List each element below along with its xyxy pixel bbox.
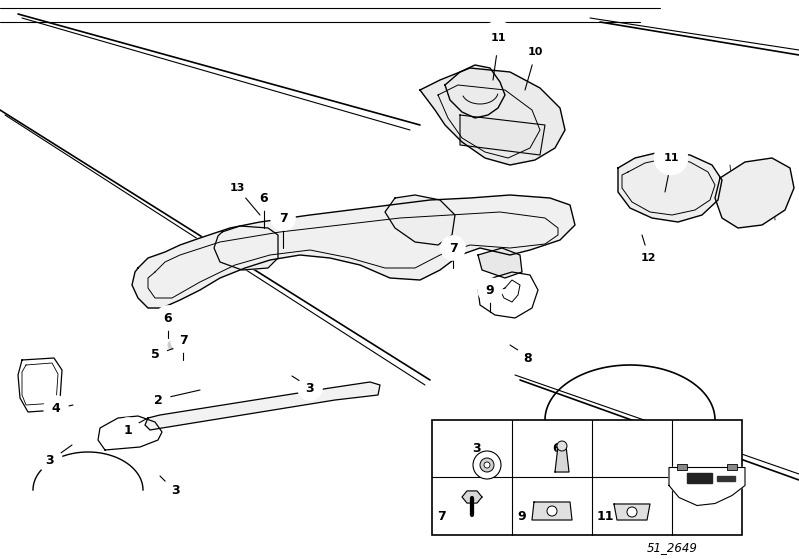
Circle shape [627, 507, 637, 517]
Circle shape [146, 388, 170, 412]
Circle shape [480, 458, 494, 472]
Text: 7: 7 [437, 510, 446, 523]
Circle shape [523, 40, 547, 64]
Polygon shape [717, 476, 735, 481]
Polygon shape [618, 152, 722, 222]
Polygon shape [669, 467, 745, 505]
Circle shape [636, 246, 660, 270]
Text: 11: 11 [491, 33, 506, 43]
Circle shape [163, 478, 187, 502]
Polygon shape [385, 195, 455, 245]
Polygon shape [98, 416, 162, 450]
Circle shape [516, 346, 540, 370]
Text: 51_2649: 51_2649 [646, 542, 698, 555]
Circle shape [473, 451, 501, 479]
Text: 3: 3 [171, 484, 179, 496]
Polygon shape [18, 358, 62, 412]
Polygon shape [478, 272, 538, 318]
Circle shape [143, 343, 167, 367]
Text: 11: 11 [597, 510, 614, 523]
Circle shape [44, 396, 68, 420]
Circle shape [116, 418, 140, 442]
Text: 12: 12 [640, 253, 656, 263]
Text: 4: 4 [52, 401, 61, 415]
Polygon shape [460, 115, 545, 155]
Circle shape [441, 236, 465, 260]
Text: 5: 5 [151, 348, 159, 362]
Text: 2: 2 [153, 394, 162, 406]
Circle shape [38, 448, 62, 472]
Text: 10: 10 [527, 47, 543, 57]
Polygon shape [478, 248, 522, 278]
Text: 13: 13 [229, 183, 244, 193]
Circle shape [658, 145, 684, 171]
Circle shape [478, 278, 502, 302]
Polygon shape [555, 446, 569, 472]
Polygon shape [214, 226, 278, 270]
Polygon shape [687, 472, 712, 482]
Text: 7: 7 [179, 334, 188, 347]
Circle shape [168, 341, 176, 349]
Circle shape [654, 141, 687, 174]
Circle shape [271, 206, 295, 230]
Circle shape [156, 306, 180, 330]
Text: 9: 9 [486, 283, 495, 296]
Circle shape [252, 186, 276, 210]
Bar [727, 463, 737, 470]
Circle shape [547, 506, 557, 516]
Circle shape [171, 328, 195, 352]
Text: 6: 6 [552, 442, 561, 454]
Circle shape [484, 462, 490, 468]
Bar [677, 463, 687, 470]
Polygon shape [532, 502, 572, 520]
Text: 1: 1 [124, 424, 133, 437]
Text: 8: 8 [523, 352, 532, 364]
Circle shape [225, 176, 249, 200]
Text: 3: 3 [472, 442, 481, 454]
Text: 11: 11 [663, 153, 678, 163]
Polygon shape [132, 195, 575, 308]
Polygon shape [715, 158, 794, 228]
Polygon shape [614, 504, 650, 520]
Text: 9: 9 [517, 510, 526, 523]
Polygon shape [420, 68, 565, 165]
Text: 7: 7 [279, 211, 288, 225]
Text: 6: 6 [164, 311, 173, 325]
Circle shape [482, 21, 515, 54]
Text: 3: 3 [306, 381, 314, 395]
Text: 3: 3 [46, 453, 54, 467]
Text: 7: 7 [448, 241, 457, 254]
Circle shape [557, 441, 567, 451]
Polygon shape [445, 65, 505, 118]
Text: 6: 6 [260, 192, 268, 205]
Circle shape [298, 376, 322, 400]
Circle shape [485, 25, 511, 51]
Polygon shape [462, 491, 482, 503]
Polygon shape [145, 382, 380, 430]
Bar [432, 420, 742, 535]
